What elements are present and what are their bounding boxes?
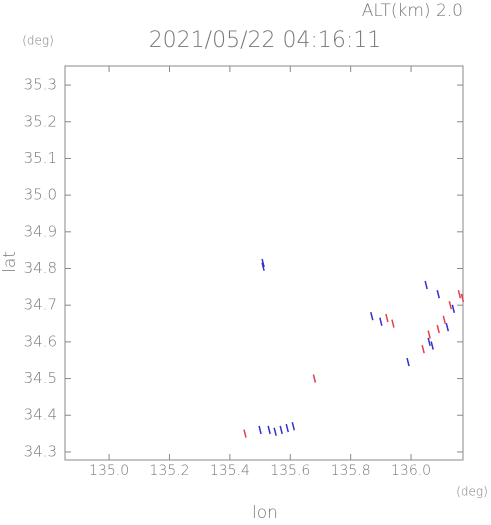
vector-mark (391, 319, 395, 328)
vector-mark (261, 262, 265, 271)
x-tick-label: 135.0 (89, 463, 129, 479)
vector-mark (258, 425, 262, 435)
vector-mark (436, 290, 440, 299)
x-tick-label: 135.4 (210, 463, 250, 479)
vector-mark (427, 330, 431, 339)
y-tick-label: 34.6 (24, 332, 57, 350)
y-tick-label: 34.5 (24, 369, 57, 387)
vector-mark (451, 304, 456, 314)
y-tick-label: 34.8 (24, 259, 57, 277)
y-tick-label: 35.1 (24, 149, 57, 167)
y-tick-label: 35.2 (24, 112, 57, 130)
chart-title: 2021/05/22 04:16:11 (149, 28, 382, 53)
y-axis-label: lat (0, 251, 20, 273)
y-tick-label: 35.0 (24, 186, 57, 204)
vector-mark (385, 313, 389, 323)
vector-mark (436, 324, 440, 334)
vector-mark (379, 317, 383, 326)
x-tick-label: 135.6 (270, 463, 310, 479)
x-axis-label: lon (252, 503, 278, 521)
x-tick-label: 136.0 (391, 463, 431, 479)
y-tick-label: 34.4 (24, 406, 57, 424)
vector-mark (421, 345, 425, 354)
y-tick-label: 34.9 (24, 222, 57, 240)
y-unit: (deg) (22, 34, 54, 48)
y-tick-label: 34.7 (24, 296, 57, 314)
altitude-label: ALT(km) 2.0 (362, 1, 463, 21)
vector-mark (406, 357, 410, 367)
x-unit: (deg) (456, 485, 488, 499)
vector-mark (273, 427, 277, 436)
y-tick-label: 35.3 (24, 76, 57, 94)
vector-mark (460, 293, 465, 303)
vector-mark (430, 341, 434, 350)
vector-mark (448, 301, 453, 310)
vector-mark (312, 374, 317, 383)
vector-mark (370, 312, 374, 321)
vector-mark (457, 290, 462, 299)
vector-mark (243, 429, 247, 438)
x-tick-label: 135.2 (149, 463, 189, 479)
vector-mark (261, 258, 265, 268)
plot-frame (64, 65, 464, 461)
vector-mark (424, 280, 428, 290)
vector-mark (442, 315, 447, 325)
vector-mark (291, 422, 296, 431)
vector-mark (285, 423, 289, 433)
vector-mark (279, 425, 283, 435)
vector-mark (267, 425, 271, 435)
vector-mark (445, 323, 450, 332)
y-tick-label: 34.3 (24, 442, 57, 460)
x-tick-label: 135.8 (331, 463, 371, 479)
vector-mark (427, 337, 431, 347)
